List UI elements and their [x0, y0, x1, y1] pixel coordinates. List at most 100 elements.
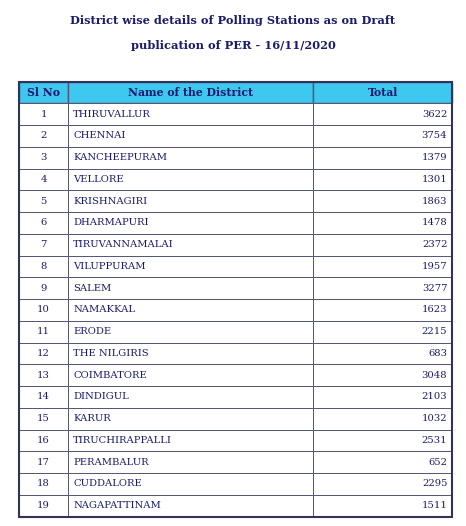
Text: ERODE: ERODE	[73, 327, 111, 336]
Bar	[69, 190, 313, 212]
Text: 4: 4	[41, 175, 47, 184]
Bar	[19, 103, 69, 125]
Text: Name of the District: Name of the District	[128, 87, 254, 98]
Text: 1623: 1623	[422, 306, 447, 315]
Text: 7: 7	[41, 240, 47, 249]
Bar	[313, 473, 452, 495]
Bar	[19, 473, 69, 495]
Text: PERAMBALUR: PERAMBALUR	[73, 458, 149, 467]
Text: NAMAKKAL: NAMAKKAL	[73, 306, 135, 315]
Text: 652: 652	[428, 458, 447, 467]
Bar	[313, 147, 452, 168]
Bar	[313, 82, 452, 103]
Bar	[313, 103, 452, 125]
Bar	[19, 168, 69, 190]
Text: 18: 18	[37, 479, 50, 489]
Text: VILUPPURAM: VILUPPURAM	[73, 262, 146, 271]
Bar	[69, 299, 313, 321]
Text: NAGAPATTINAM: NAGAPATTINAM	[73, 501, 161, 510]
Text: 1511: 1511	[421, 501, 447, 510]
Text: CUDDALORE: CUDDALORE	[73, 479, 142, 489]
Text: VELLORE: VELLORE	[73, 175, 124, 184]
Text: 3048: 3048	[422, 371, 447, 380]
Bar	[69, 234, 313, 256]
Text: SALEM: SALEM	[73, 284, 111, 292]
Text: 2295: 2295	[422, 479, 447, 489]
Bar	[69, 451, 313, 473]
Bar	[19, 342, 69, 365]
Bar	[313, 234, 452, 256]
Bar	[69, 408, 313, 430]
Bar	[69, 147, 313, 168]
Text: TIRUVANNAMALAI: TIRUVANNAMALAI	[73, 240, 174, 249]
Text: 1301: 1301	[422, 175, 447, 184]
Bar	[19, 277, 69, 299]
Text: 14: 14	[37, 392, 50, 401]
Text: 5: 5	[41, 197, 47, 206]
Bar	[19, 82, 69, 103]
Text: 1478: 1478	[422, 218, 447, 227]
Text: 2372: 2372	[422, 240, 447, 249]
Text: 1: 1	[41, 109, 47, 119]
Bar	[313, 365, 452, 386]
Bar	[19, 495, 69, 517]
Text: 2215: 2215	[422, 327, 447, 336]
Text: 13: 13	[37, 371, 50, 380]
Bar	[313, 212, 452, 234]
Bar	[19, 299, 69, 321]
Text: 10: 10	[37, 306, 50, 315]
Bar	[69, 82, 313, 103]
Bar	[69, 365, 313, 386]
Text: 3754: 3754	[422, 132, 447, 140]
Bar	[313, 125, 452, 147]
Bar	[19, 365, 69, 386]
Bar	[69, 277, 313, 299]
Text: KRISHNAGIRI: KRISHNAGIRI	[73, 197, 147, 206]
Bar	[313, 168, 452, 190]
Bar	[69, 430, 313, 451]
Bar	[69, 103, 313, 125]
Bar	[313, 299, 452, 321]
Text: 2: 2	[41, 132, 47, 140]
Text: KARUR: KARUR	[73, 414, 111, 423]
Bar	[313, 386, 452, 408]
Text: 1863: 1863	[422, 197, 447, 206]
Text: COIMBATORE: COIMBATORE	[73, 371, 147, 380]
Bar	[313, 451, 452, 473]
Bar	[313, 342, 452, 365]
Bar	[313, 277, 452, 299]
Bar	[69, 125, 313, 147]
Text: 8: 8	[41, 262, 47, 271]
Text: Sl No: Sl No	[27, 87, 60, 98]
Text: THIRUVALLUR: THIRUVALLUR	[73, 109, 151, 119]
Bar	[19, 125, 69, 147]
Bar	[69, 342, 313, 365]
Bar	[313, 495, 452, 517]
Bar	[313, 408, 452, 430]
Text: 683: 683	[428, 349, 447, 358]
Bar	[69, 386, 313, 408]
Bar	[313, 190, 452, 212]
Text: 12: 12	[37, 349, 50, 358]
Bar	[69, 256, 313, 277]
Bar	[313, 256, 452, 277]
Bar	[69, 321, 313, 342]
Bar	[19, 256, 69, 277]
Bar	[19, 82, 452, 517]
Bar	[313, 321, 452, 342]
Bar	[69, 212, 313, 234]
Text: 1032: 1032	[422, 414, 447, 423]
Bar	[19, 408, 69, 430]
Text: 3622: 3622	[422, 109, 447, 119]
Text: CHENNAI: CHENNAI	[73, 132, 125, 140]
Bar	[69, 473, 313, 495]
Text: 6: 6	[41, 218, 47, 227]
Text: 19: 19	[37, 501, 50, 510]
Text: TIRUCHIRAPPALLI: TIRUCHIRAPPALLI	[73, 436, 172, 445]
Text: 9: 9	[41, 284, 47, 292]
Text: DHARMAPURI: DHARMAPURI	[73, 218, 149, 227]
Bar	[19, 386, 69, 408]
Bar	[19, 234, 69, 256]
Bar	[19, 451, 69, 473]
Bar	[69, 168, 313, 190]
